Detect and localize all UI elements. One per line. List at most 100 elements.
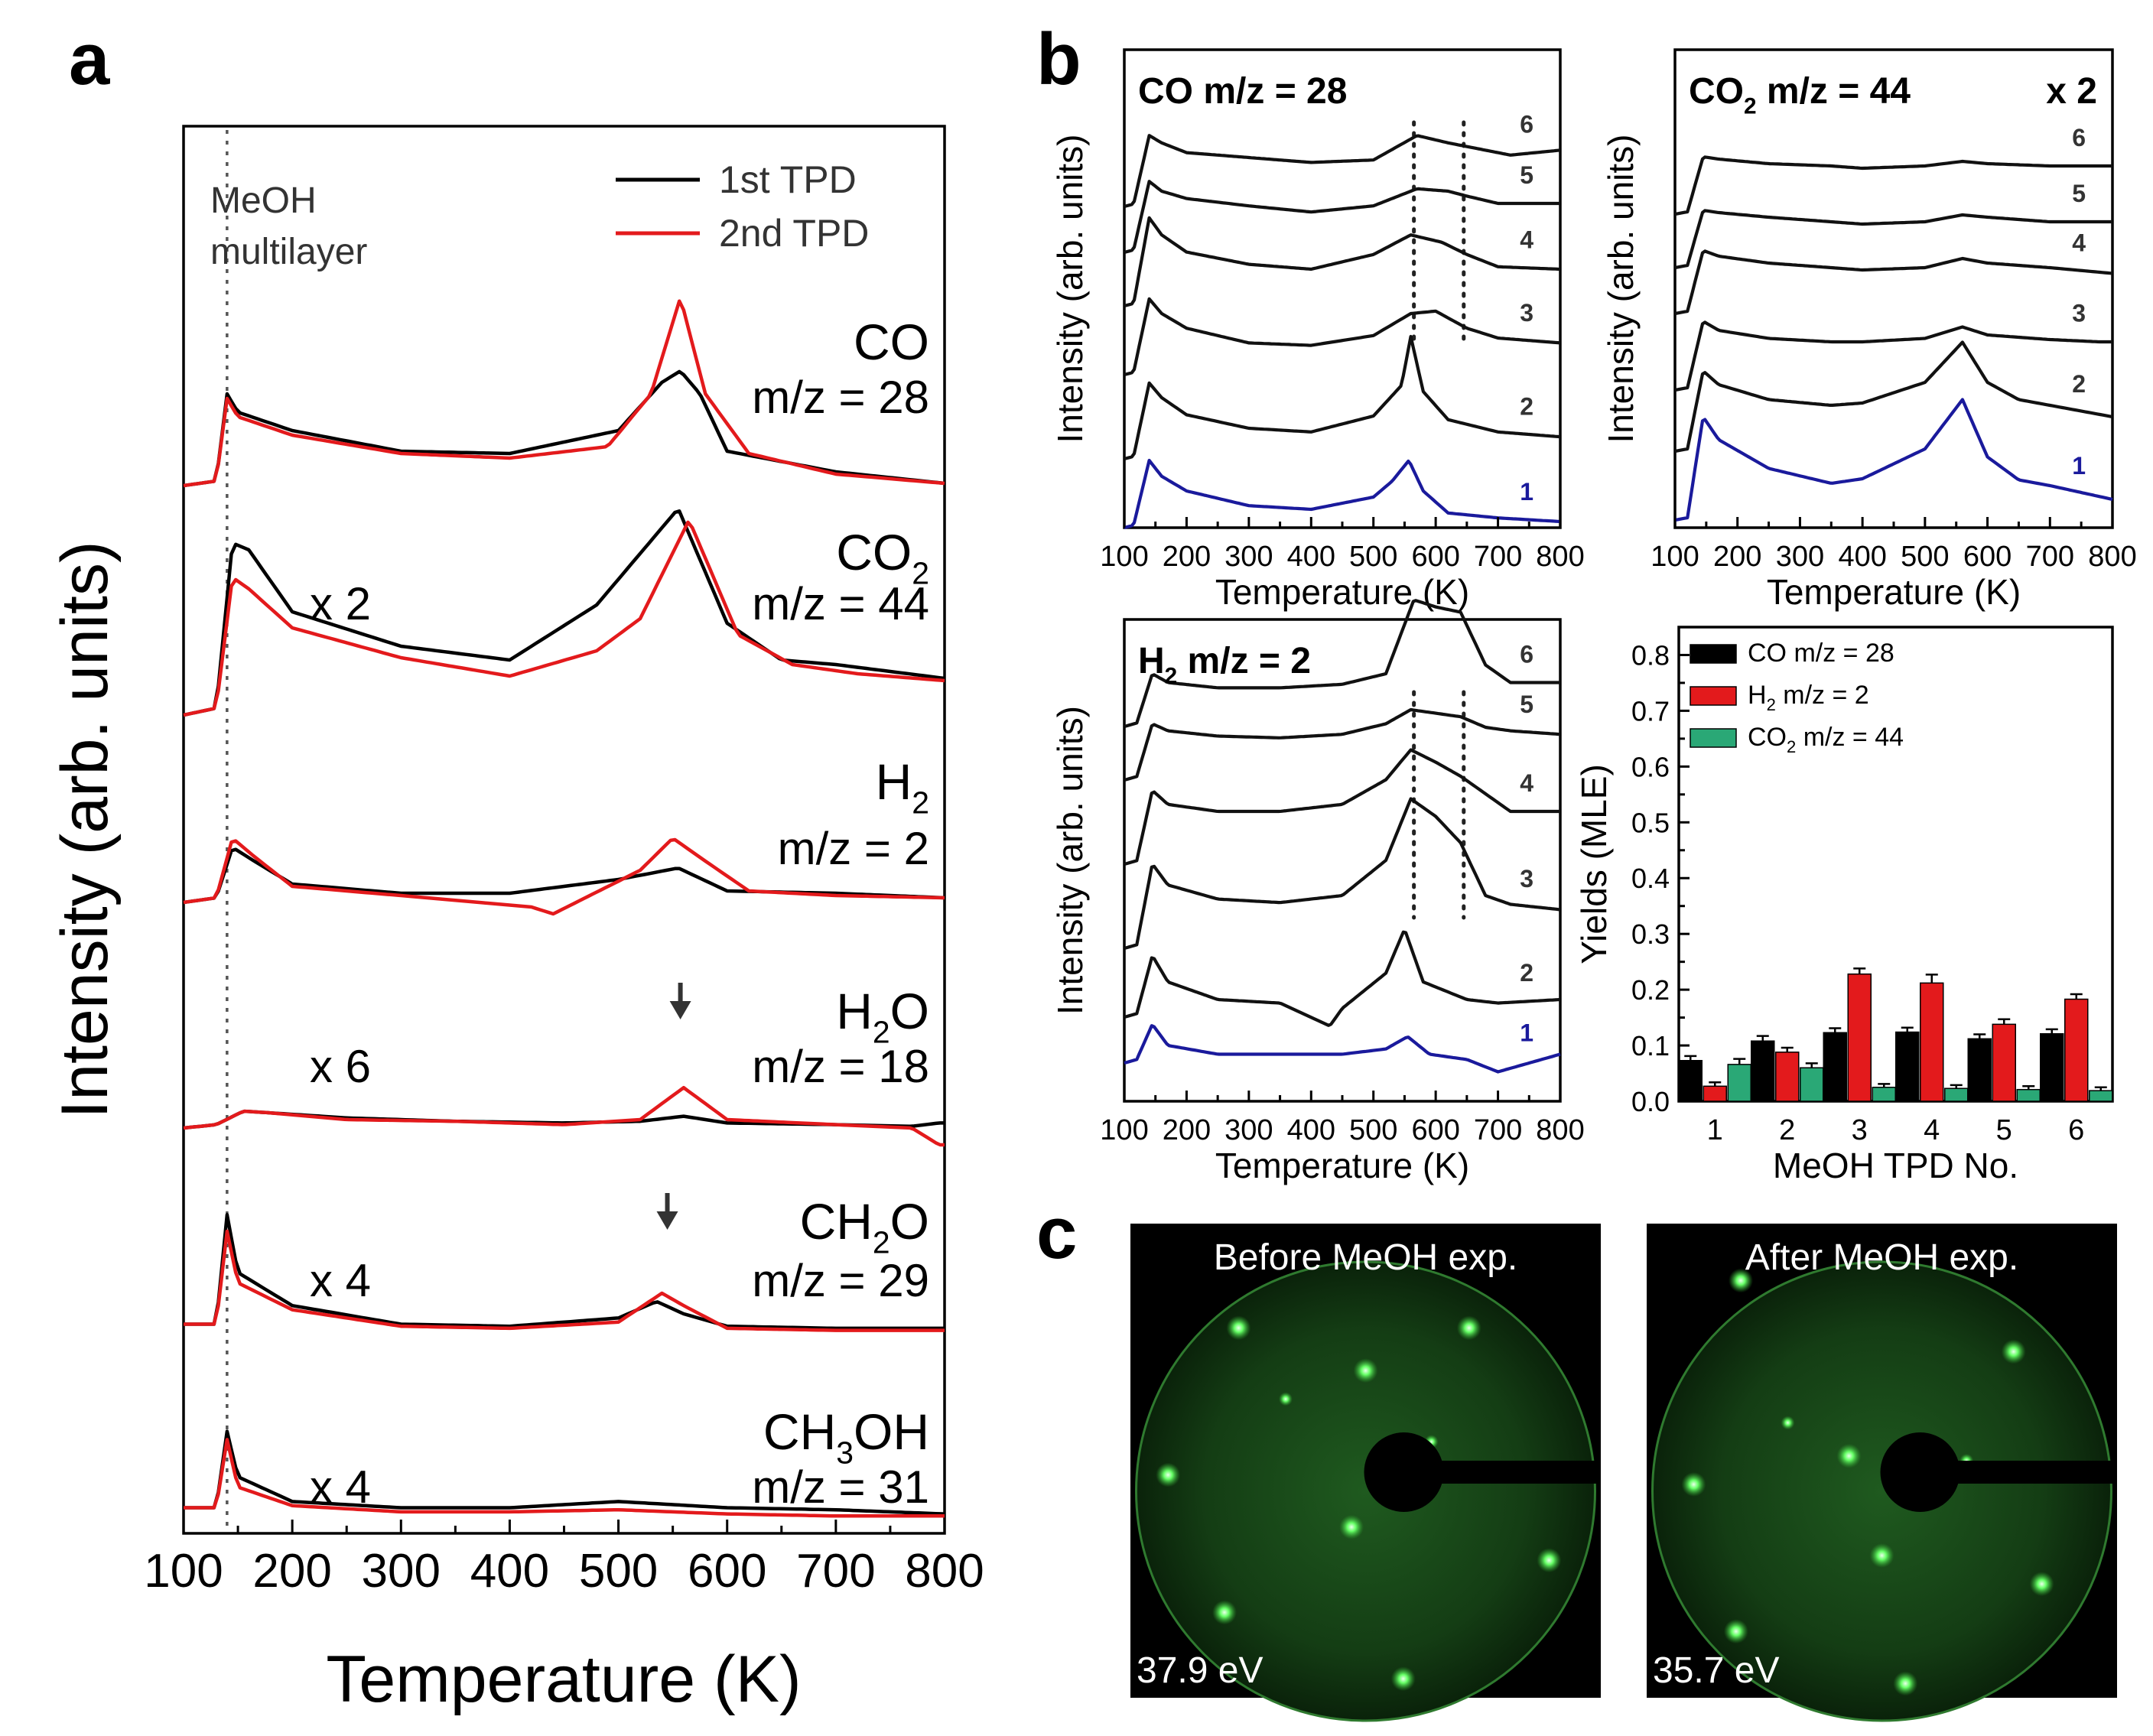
subplot-title-sub: 2 bbox=[1165, 663, 1178, 688]
curve-6-label: 6 bbox=[1520, 111, 1533, 138]
x-tick-label: 700 bbox=[1474, 541, 1522, 573]
leed-caption: Before MeOH exp. bbox=[1214, 1237, 1518, 1278]
error-bar bbox=[1853, 967, 1866, 974]
x-axis-title: Temperature (K) bbox=[1767, 572, 2021, 612]
panel-a-chart: MeOH multilayer 1st TPD 2nd TPD COm/z = … bbox=[48, 125, 984, 1716]
trace-4-species-label-main: H bbox=[836, 983, 873, 1039]
x-tick-label: 2 bbox=[1779, 1114, 1795, 1146]
multilayer-label-line2: multilayer bbox=[210, 232, 367, 272]
x-tick-label: 300 bbox=[1224, 541, 1273, 573]
y-tick-label: 0.7 bbox=[1631, 695, 1670, 727]
panel-a-y-axis-title: Intensity (arb. units) bbox=[48, 541, 122, 1118]
curve-4 bbox=[1674, 249, 2113, 316]
legend-swatch-2 bbox=[1690, 686, 1737, 706]
error-bar bbox=[1829, 1027, 1842, 1033]
trace-2-scale-label: x 2 bbox=[310, 578, 371, 629]
bar-2-tpd-3 bbox=[1847, 973, 1872, 1102]
error-bar bbox=[2070, 993, 2083, 1000]
trace-4-species-label-sub: 2 bbox=[873, 1014, 890, 1049]
error-bar bbox=[1684, 1055, 1697, 1061]
x-tick-label: 100 bbox=[1100, 1114, 1148, 1146]
x-tick-label: 100 bbox=[1100, 541, 1148, 573]
trace-6-2nd-tpd bbox=[184, 1438, 945, 1518]
curve-6 bbox=[1674, 155, 2112, 216]
curve-4-label: 4 bbox=[1520, 769, 1533, 797]
diffraction-spot bbox=[1869, 1543, 1894, 1568]
legend-sub: 2 bbox=[1787, 737, 1796, 756]
curve-3-label: 3 bbox=[1520, 865, 1533, 892]
diffraction-spot bbox=[2001, 1339, 2026, 1364]
curve-5 bbox=[1124, 180, 1560, 255]
subplot-title-main: CO bbox=[1138, 71, 1193, 112]
curve-3-label: 3 bbox=[1520, 299, 1533, 327]
legend-tail: m/z = 2 bbox=[1776, 681, 1869, 710]
legend-main: H bbox=[1748, 681, 1767, 710]
x-tick-label: 400 bbox=[1287, 541, 1335, 573]
panel-a-x-tick-label: 400 bbox=[470, 1545, 549, 1598]
error-bar bbox=[2022, 1085, 2035, 1090]
panel-b-yield-bar-chart: 0.0 0.1 0.2 0.3 0.4 0.5 0.6 0.7 0.8 1 2 3 4 5 6 CO m/z … bbox=[1574, 626, 2114, 1185]
trace-5-species-label-sub: 2 bbox=[873, 1224, 890, 1260]
error-bar bbox=[1901, 1026, 1914, 1032]
trace-4-2nd-tpd bbox=[183, 1085, 945, 1147]
trace-6-species-label: CH3OH bbox=[763, 1403, 929, 1470]
diffraction-spot bbox=[1729, 1268, 1753, 1293]
x-tick-label: 200 bbox=[1163, 1114, 1211, 1146]
trace-2-1st-tpd bbox=[183, 509, 945, 717]
diffraction-spot bbox=[1723, 1619, 1748, 1644]
legend-label-2: H2 m/z = 2 bbox=[1748, 681, 1869, 714]
y-tick-label: 0.0 bbox=[1631, 1086, 1670, 1117]
trace-1-2nd-tpd bbox=[183, 299, 945, 488]
leed-image-before: Before MeOH exp. 37.9 eV bbox=[1130, 1224, 1601, 1722]
trace-6-scale-label: x 4 bbox=[310, 1461, 371, 1513]
panel-a-x-tick-label: 600 bbox=[688, 1545, 766, 1598]
x-tick-label: 200 bbox=[1713, 541, 1761, 573]
bar-2-tpd-2 bbox=[1775, 1052, 1800, 1102]
curve-2 bbox=[1674, 340, 2113, 454]
diffraction-spot bbox=[1353, 1358, 1378, 1383]
curve-1-label: 1 bbox=[1520, 478, 1533, 506]
curve-2-label: 2 bbox=[2072, 370, 2086, 398]
x-tick-label: 600 bbox=[1411, 541, 1459, 573]
curve-5-label: 5 bbox=[2072, 180, 2086, 207]
curve-1 bbox=[1124, 458, 1561, 530]
y-tick-label: 0.3 bbox=[1631, 918, 1670, 950]
trace-2-species-label-sub: 2 bbox=[912, 555, 929, 590]
x-axis-title: MeOH TPD No. bbox=[1773, 1146, 2018, 1185]
bar-1-tpd-5 bbox=[1967, 1038, 1992, 1102]
x-tick-label: 200 bbox=[1163, 541, 1211, 573]
error-bar bbox=[1781, 1046, 1794, 1052]
diffraction-spot bbox=[1893, 1671, 1918, 1696]
curve-2-label: 2 bbox=[1520, 393, 1533, 421]
trace-6-mz-label: m/z = 31 bbox=[752, 1461, 929, 1513]
curve-5 bbox=[1674, 209, 2112, 270]
bar-1-tpd-4 bbox=[1895, 1031, 1920, 1102]
bar-3-tpd-1 bbox=[1727, 1064, 1751, 1102]
x-tick-label: 300 bbox=[1224, 1114, 1273, 1146]
diffraction-spot bbox=[1456, 1315, 1481, 1341]
curve-5-label: 5 bbox=[1520, 161, 1533, 189]
trace-6-species-label-sub: 3 bbox=[836, 1435, 854, 1470]
diffraction-spot bbox=[1537, 1548, 1562, 1573]
legend-tail: m/z = 44 bbox=[1796, 723, 1904, 752]
diffraction-spot bbox=[1390, 1666, 1416, 1692]
bar-3-tpd-5 bbox=[2016, 1088, 2041, 1102]
bar-3-tpd-6 bbox=[2089, 1090, 2113, 1102]
curve-3-label: 3 bbox=[2072, 299, 2086, 327]
panel-a-x-tick-label: 300 bbox=[362, 1545, 441, 1598]
trace-3-1st-tpd bbox=[183, 847, 945, 905]
diffraction-spot bbox=[1339, 1514, 1364, 1539]
error-bar bbox=[1998, 1018, 2011, 1025]
error-bar bbox=[1733, 1058, 1746, 1065]
trace-5-species-label-tail: O bbox=[890, 1193, 929, 1250]
curve-4-label: 4 bbox=[2072, 229, 2086, 257]
y-axis-title: Intensity (arb. units) bbox=[1050, 135, 1090, 444]
trace-6-1st-tpd bbox=[184, 1429, 945, 1516]
leed-energy: 37.9 eV bbox=[1137, 1650, 1263, 1691]
x-tick-label: 400 bbox=[1287, 1114, 1335, 1146]
diffraction-spot bbox=[1781, 1416, 1795, 1430]
subplot-title-tail: m/z = 28 bbox=[1193, 71, 1347, 112]
curve-4 bbox=[1124, 748, 1560, 866]
